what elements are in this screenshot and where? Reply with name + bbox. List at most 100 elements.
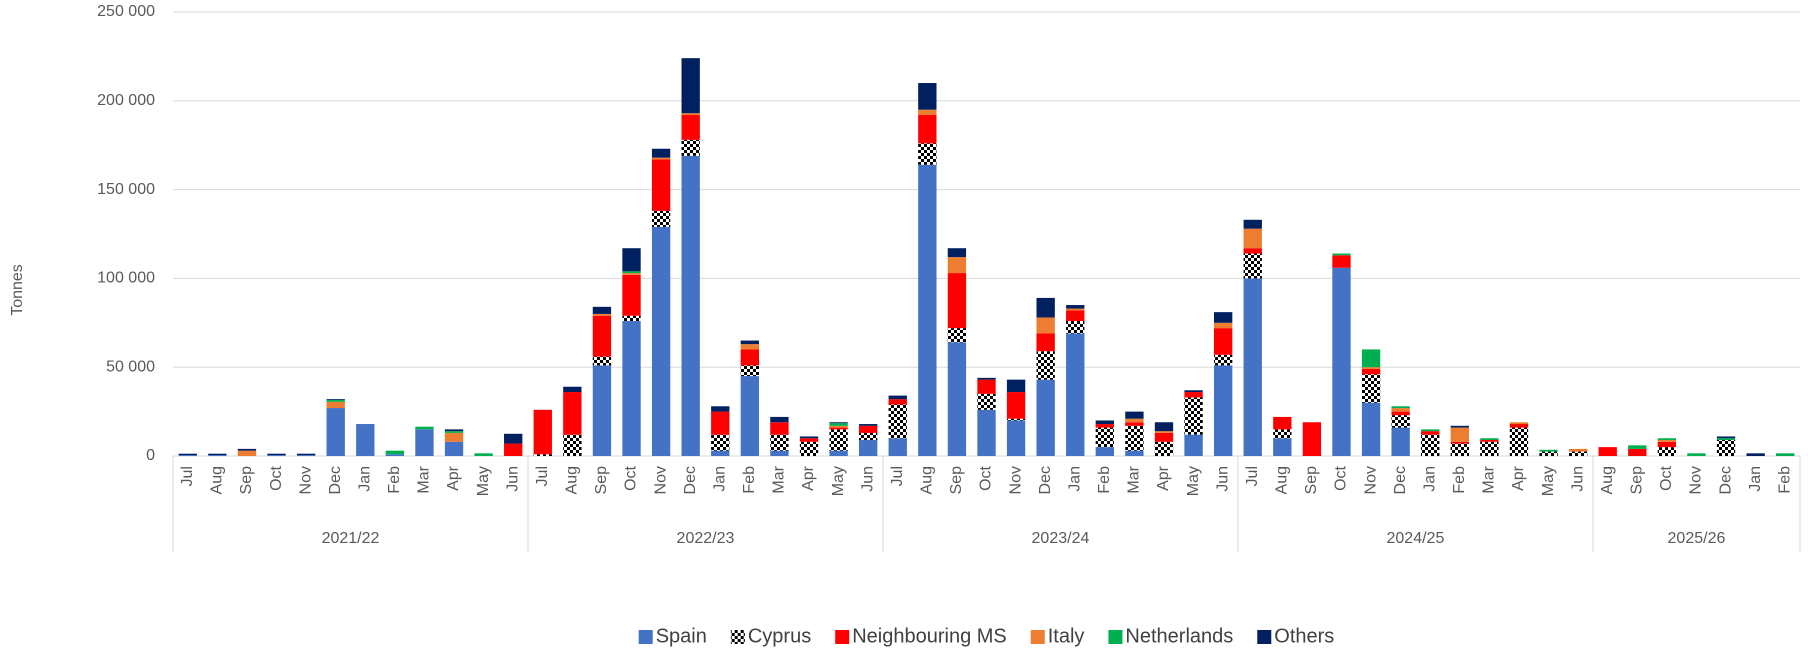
bar-segment bbox=[1125, 450, 1144, 456]
bar-segment bbox=[651, 148, 671, 158]
bar-segment bbox=[1036, 351, 1055, 380]
bar-segment bbox=[859, 440, 878, 456]
x-tick-label: Apr bbox=[445, 465, 462, 491]
bar-segment bbox=[1302, 422, 1322, 456]
bar-segment bbox=[592, 365, 612, 456]
bar-segment bbox=[740, 340, 760, 345]
bar-segment bbox=[770, 422, 789, 435]
bar-segment bbox=[592, 306, 612, 314]
bar-segment bbox=[622, 274, 641, 316]
bar-segment bbox=[740, 376, 760, 456]
bar-segment bbox=[888, 399, 907, 405]
x-tick-label: Jul bbox=[1244, 466, 1261, 486]
bar-segment bbox=[1154, 441, 1174, 456]
bar-segment bbox=[415, 429, 434, 456]
x-tick-label: Jan bbox=[1421, 466, 1438, 492]
legend-label: Italy bbox=[1048, 625, 1085, 647]
bar-segment bbox=[1066, 305, 1085, 309]
x-tick-label: Dec bbox=[682, 466, 699, 494]
bar-segment bbox=[1332, 253, 1351, 256]
bar-segment bbox=[1273, 416, 1292, 430]
bar-segment bbox=[918, 143, 937, 165]
bar-segment bbox=[237, 450, 257, 456]
legend-label: Others bbox=[1274, 625, 1334, 647]
bar-segment bbox=[829, 423, 848, 426]
group-label: 2025/26 bbox=[1668, 530, 1726, 547]
bar-segment bbox=[1006, 420, 1026, 456]
bar-segment bbox=[1066, 333, 1085, 456]
bar-segment bbox=[977, 379, 996, 394]
bar-segment bbox=[1006, 379, 1026, 393]
bar-segment bbox=[1509, 424, 1529, 428]
bar-segment bbox=[237, 448, 257, 451]
legend-label: Cyprus bbox=[748, 625, 811, 647]
bar-segment bbox=[1361, 349, 1381, 368]
bar-segment bbox=[1213, 328, 1233, 355]
bar-segment bbox=[1154, 422, 1174, 432]
bar-segment bbox=[1450, 425, 1469, 428]
bar-segment bbox=[1361, 374, 1381, 403]
x-tick-label: Feb bbox=[386, 466, 403, 494]
x-tick-label: Dec bbox=[1037, 466, 1054, 494]
bar-segment bbox=[504, 433, 523, 444]
bar-segment bbox=[1273, 438, 1292, 456]
x-tick-label: Nov bbox=[1688, 466, 1705, 494]
bar-segment bbox=[1539, 449, 1558, 452]
bar-segment bbox=[947, 257, 967, 274]
bar-segment bbox=[977, 409, 996, 456]
bar-segment bbox=[859, 425, 878, 433]
group-label: 2023/24 bbox=[1032, 530, 1090, 547]
x-tick-label: Dec bbox=[327, 466, 344, 494]
bar-segment bbox=[533, 454, 552, 456]
bar-segment bbox=[1125, 418, 1144, 423]
y-tick-label: 150 000 bbox=[97, 181, 155, 198]
bar-segment bbox=[1450, 441, 1469, 444]
bar-segment bbox=[178, 455, 197, 456]
x-tick-label: Aug bbox=[919, 466, 936, 494]
bar-segment bbox=[563, 386, 582, 393]
bar-segment bbox=[1273, 429, 1292, 439]
bar-segment bbox=[1095, 447, 1114, 456]
bar-segment bbox=[681, 113, 700, 116]
x-tick-label: Feb bbox=[1451, 466, 1468, 494]
bar-segment bbox=[1361, 402, 1381, 456]
bar-segment bbox=[1213, 354, 1233, 366]
bar-segment bbox=[829, 425, 848, 428]
bar-segment bbox=[1243, 253, 1262, 279]
bar-segment bbox=[1450, 427, 1469, 442]
legend-swatch bbox=[835, 630, 850, 644]
bar-segment bbox=[622, 271, 641, 274]
bar-segment bbox=[1095, 427, 1114, 448]
bar-segment bbox=[1213, 312, 1233, 323]
bar-segment bbox=[740, 344, 760, 350]
x-tick-label: Sep bbox=[593, 466, 610, 495]
bar-segment bbox=[651, 226, 671, 456]
y-tick-label: 50 000 bbox=[106, 358, 155, 375]
bar-segment bbox=[888, 395, 907, 400]
x-tick-label: Nov bbox=[652, 466, 669, 494]
bar-segment bbox=[681, 115, 700, 140]
bar-segment bbox=[1243, 278, 1262, 456]
bar-segment bbox=[829, 422, 848, 424]
bar-segment bbox=[1746, 453, 1765, 456]
x-tick-label: Aug bbox=[209, 466, 226, 494]
legend-label: Netherlands bbox=[1125, 625, 1233, 647]
bar-segment bbox=[1066, 310, 1085, 322]
bar-segment bbox=[888, 404, 907, 439]
legend: Spain Cyprus Neighbouring MS Italy Netherlan… bbox=[638, 625, 1334, 647]
x-tick-label: Aug bbox=[564, 466, 581, 494]
bar-segment bbox=[1716, 438, 1736, 441]
bar-segment bbox=[1125, 425, 1144, 451]
bar-segment bbox=[1036, 333, 1055, 352]
bar-segment bbox=[711, 450, 730, 456]
x-tick-label: Aug bbox=[1599, 466, 1616, 494]
bar-segment bbox=[1776, 453, 1795, 456]
x-tick-label: Jan bbox=[357, 466, 374, 492]
bar-segment bbox=[681, 139, 700, 156]
bar-segment bbox=[859, 432, 878, 441]
bar-segment bbox=[415, 426, 434, 430]
legend-swatch bbox=[1257, 630, 1272, 644]
x-tick-label: Apr bbox=[1510, 465, 1527, 491]
bar-segment bbox=[1657, 447, 1677, 456]
